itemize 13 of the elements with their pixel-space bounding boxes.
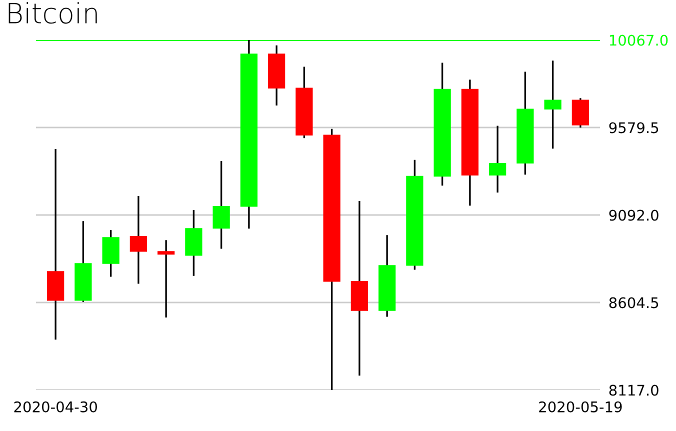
candlestick xyxy=(544,60,562,150)
candlestick xyxy=(212,160,230,250)
x-tick-label: 2020-05-19 xyxy=(539,401,622,412)
y-tick-label: 8117.0 xyxy=(609,384,658,396)
y-tick-label: 10067.0 xyxy=(610,34,668,46)
candlestick xyxy=(130,195,148,285)
x-tick-label: 2020-04-30 xyxy=(14,401,97,412)
y-tick-label: 8604.5 xyxy=(609,297,658,308)
chart-title: Bitcoin xyxy=(8,2,97,24)
candlestick xyxy=(488,124,506,194)
candlestick xyxy=(158,239,175,318)
y-tick-label: 9092.0 xyxy=(609,210,658,221)
y-tick-label: 9579.5 xyxy=(609,122,658,134)
